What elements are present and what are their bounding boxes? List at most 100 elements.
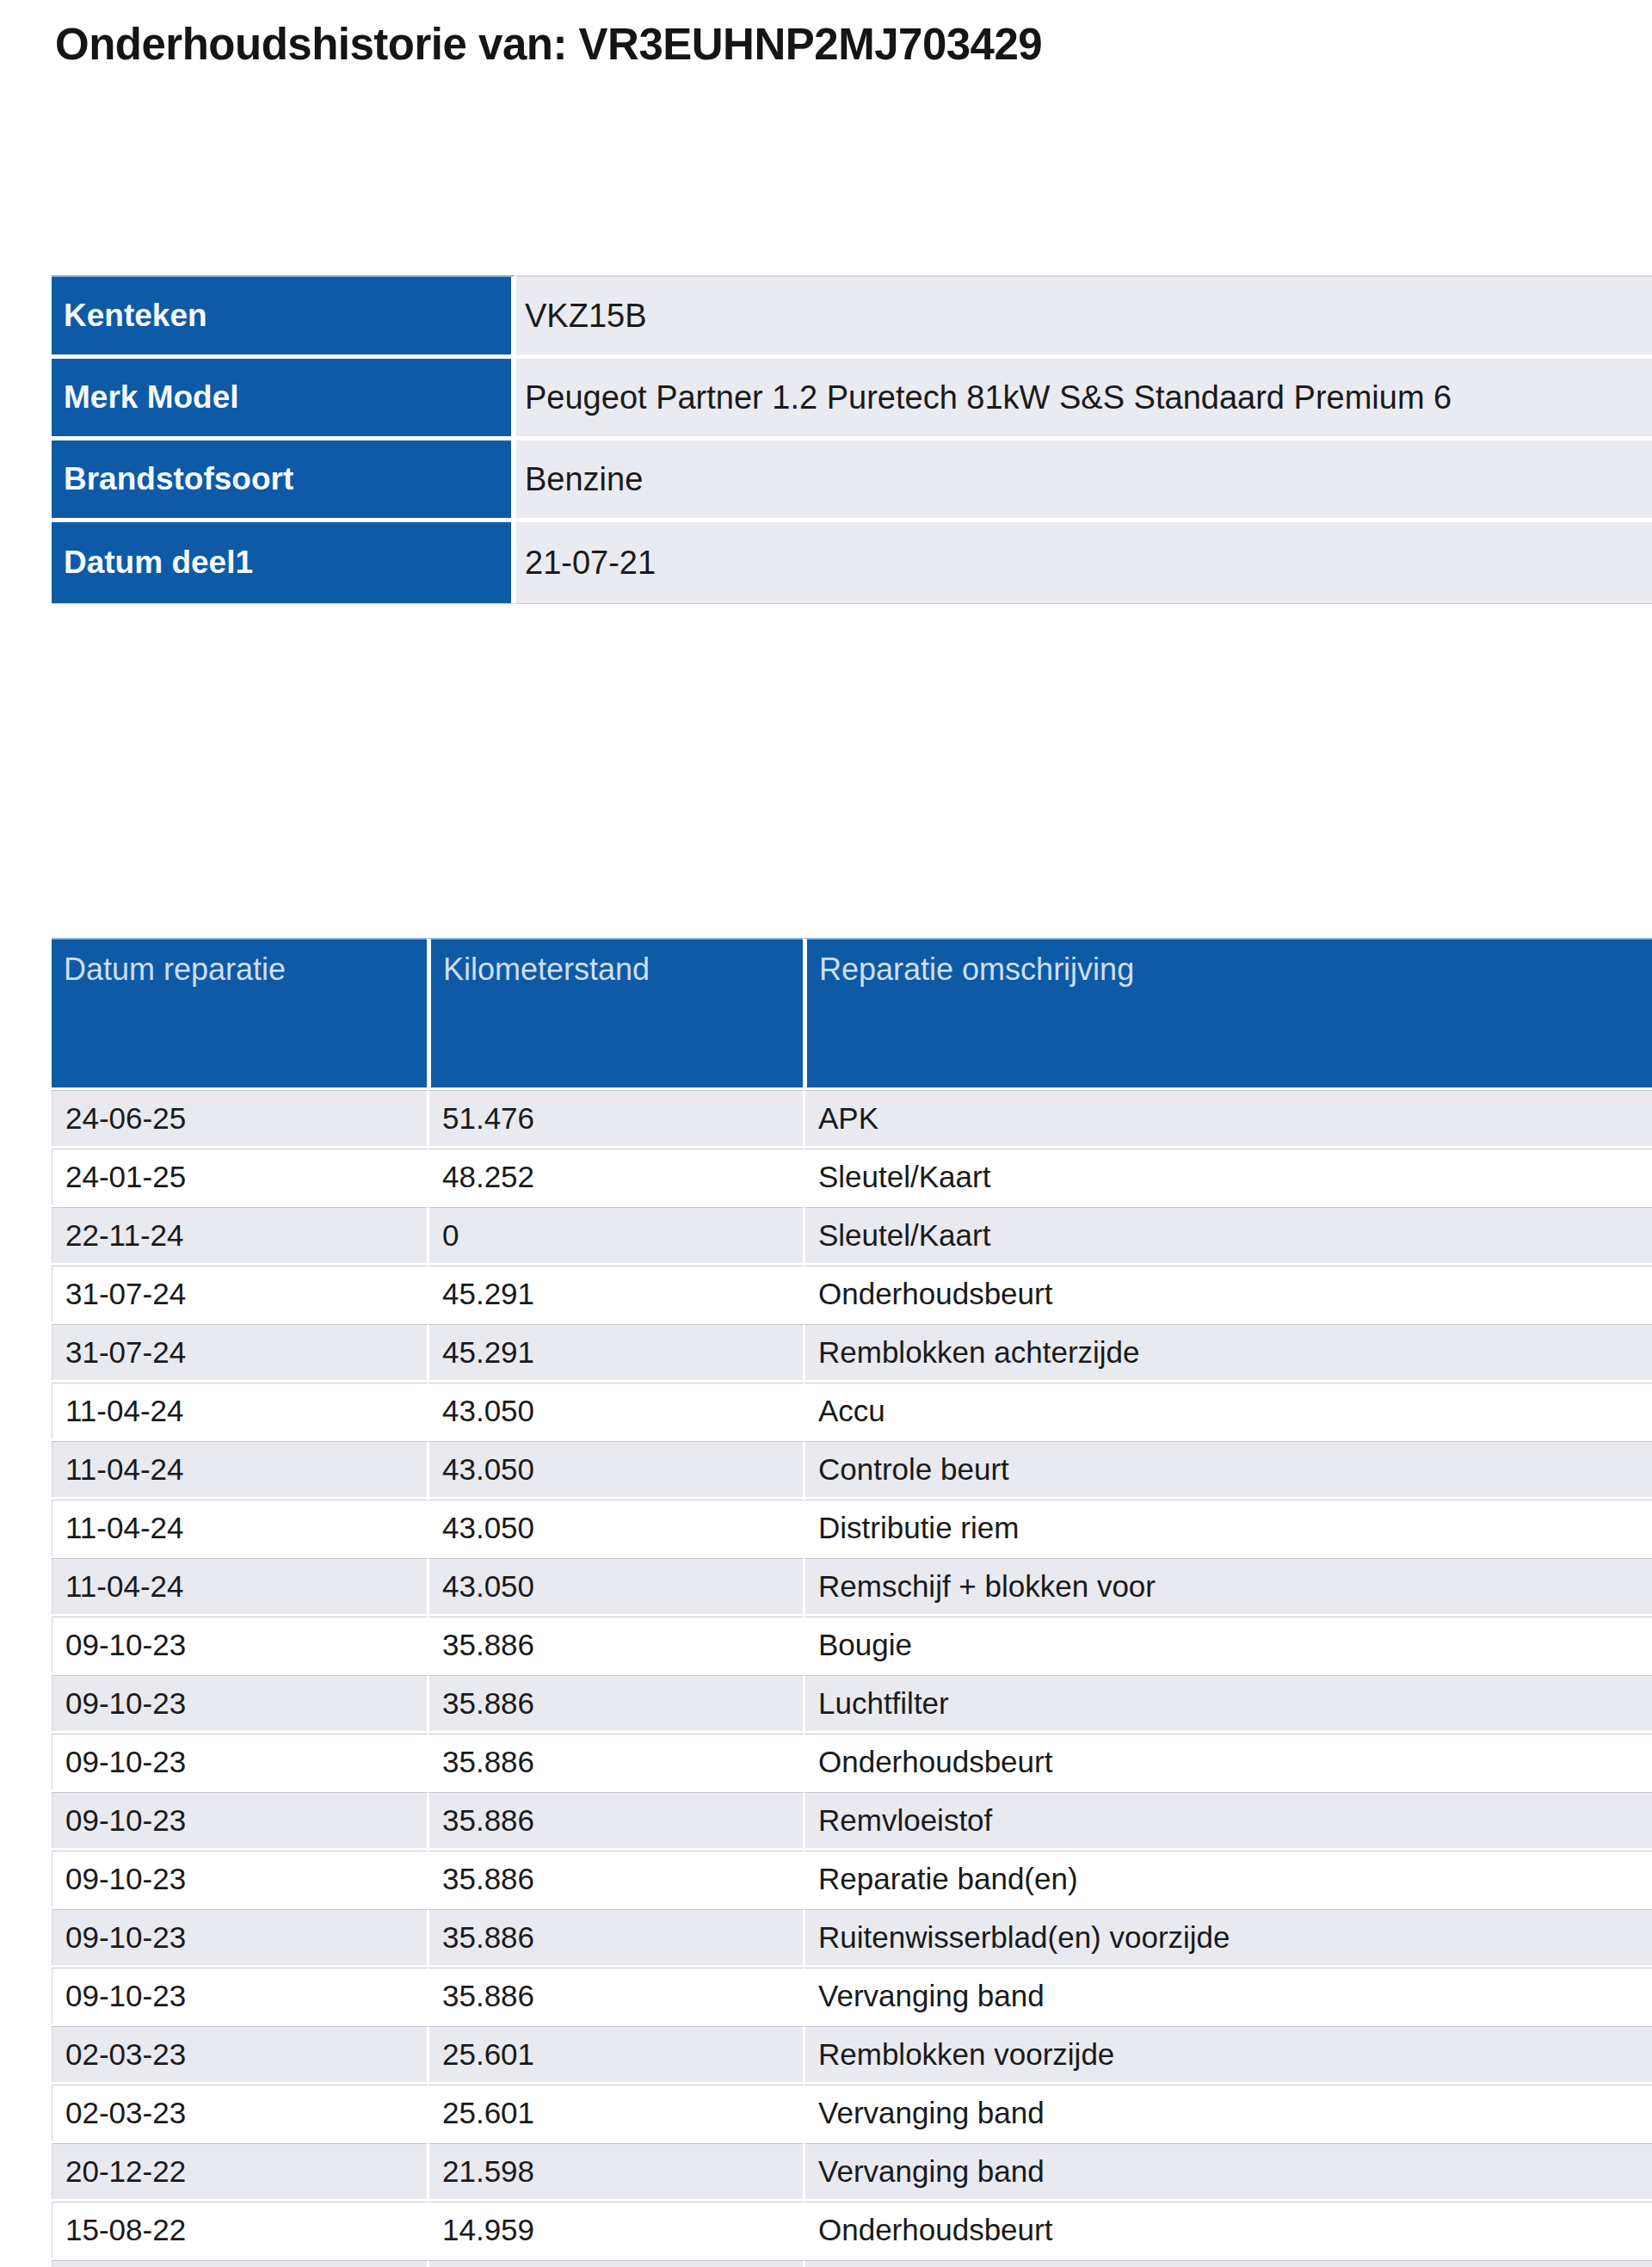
cell-km	[427, 2260, 803, 2267]
cell-km: 45.291	[427, 1324, 803, 1380]
page-title: Onderhoudshistorie van: VR3EUHNP2MJ70342…	[55, 19, 1042, 70]
cell-date: 22-11-24	[52, 1207, 427, 1263]
cell-km: 35.886	[427, 1617, 803, 1673]
cell-date: 09-10-23	[52, 1851, 427, 1907]
cell-km: 0	[427, 1207, 803, 1263]
cell-description: Vervanging band	[803, 2143, 1652, 2199]
cell-date: 09-10-23	[52, 1909, 427, 1965]
cell-km: 35.886	[427, 1909, 803, 1965]
cell-date: 20-12-22	[52, 2143, 427, 2199]
cell-description: Sleutel/Kaart	[803, 1149, 1652, 1204]
cell-description: Accu	[803, 1383, 1652, 1438]
cell-description: Onderhoudsbeurt	[803, 1734, 1652, 1790]
vehicle-info-body: Kenteken VKZ15B Merk Model Peugeot Partn…	[52, 275, 1652, 604]
cell-description: Remschijf + blokken voor	[803, 1558, 1652, 1614]
info-label: Kenteken	[52, 275, 516, 359]
table-row-partial	[52, 2260, 1652, 2267]
table-row: 02-03-23 25.601 Remblokken voorzijde	[52, 2026, 1652, 2082]
cell-km: 48.252	[427, 1149, 803, 1204]
cell-km: 51.476	[427, 1090, 803, 1146]
cell-km: 43.050	[427, 1383, 803, 1438]
cell-km: 35.886	[427, 1675, 803, 1731]
table-row: 11-04-24 43.050 Controle beurt	[52, 1441, 1652, 1497]
cell-km: 25.601	[427, 2085, 803, 2141]
cell-km: 25.601	[427, 2026, 803, 2082]
cell-description: Vervanging band	[803, 1968, 1652, 2024]
cell-description: Bougie	[803, 1617, 1652, 1673]
info-value: Peugeot Partner 1.2 Puretech 81kW S&S St…	[516, 359, 1652, 440]
cell-km: 45.291	[427, 1266, 803, 1321]
cell-date: 24-06-25	[52, 1090, 427, 1146]
cell-date: 09-10-23	[52, 1734, 427, 1790]
cell-km: 35.886	[427, 1851, 803, 1907]
vehicle-info-row: Merk Model Peugeot Partner 1.2 Puretech …	[52, 359, 1652, 440]
table-row: 11-04-24 43.050 Remschijf + blokken voor	[52, 1558, 1652, 1614]
column-header-datum-reparatie: Datum reparatie	[52, 938, 427, 1087]
cell-date: 31-07-24	[52, 1324, 427, 1380]
vehicle-info-row: Kenteken VKZ15B	[52, 275, 1652, 359]
cell-date: 31-07-24	[52, 1266, 427, 1321]
cell-description: Remblokken voorzijde	[803, 2026, 1652, 2082]
table-row: 31-07-24 45.291 Onderhoudsbeurt	[52, 1266, 1652, 1321]
table-row: 09-10-23 35.886 Onderhoudsbeurt	[52, 1734, 1652, 1790]
cell-description: Onderhoudsbeurt	[803, 2202, 1652, 2258]
info-value: VKZ15B	[516, 275, 1652, 359]
info-value: 21-07-21	[516, 522, 1652, 604]
cell-date: 11-04-24	[52, 1558, 427, 1614]
table-row: 24-01-25 48.252 Sleutel/Kaart	[52, 1149, 1652, 1204]
cell-description: APK	[803, 1090, 1652, 1146]
table-row: 09-10-23 35.886 Vervanging band	[52, 1968, 1652, 2024]
cell-description: Luchtfilter	[803, 1675, 1652, 1731]
vehicle-info-row: Brandstofsoort Benzine	[52, 440, 1652, 522]
cell-date: 24-01-25	[52, 1149, 427, 1204]
table-row: 24-06-25 51.476 APK	[52, 1090, 1652, 1146]
history-table: Datum reparatie Kilometerstand Reparatie…	[52, 935, 1652, 2267]
vehicle-info-table: Kenteken VKZ15B Merk Model Peugeot Partn…	[52, 275, 1652, 604]
table-row: 02-03-23 25.601 Vervanging band	[52, 2085, 1652, 2141]
cell-description: Remblokken achterzijde	[803, 1324, 1652, 1380]
table-row: 09-10-23 35.886 Reparatie band(en)	[52, 1851, 1652, 1907]
cell-description: Vervanging band	[803, 2085, 1652, 2141]
info-label: Merk Model	[52, 359, 516, 440]
table-row: 09-10-23 35.886 Ruitenwisserblad(en) voo…	[52, 1909, 1652, 1965]
cell-date: 11-04-24	[52, 1500, 427, 1555]
table-row: 11-04-24 43.050 Distributie riem	[52, 1500, 1652, 1555]
cell-date: 11-04-24	[52, 1383, 427, 1438]
cell-date: 02-03-23	[52, 2085, 427, 2141]
info-value: Benzine	[516, 440, 1652, 522]
history-header-row: Datum reparatie Kilometerstand Reparatie…	[52, 938, 1652, 1087]
cell-description: Onderhoudsbeurt	[803, 1266, 1652, 1321]
cell-date	[52, 2260, 427, 2267]
cell-date: 09-10-23	[52, 1617, 427, 1673]
table-row: 31-07-24 45.291 Remblokken achterzijde	[52, 1324, 1652, 1380]
table-row: 09-10-23 35.886 Luchtfilter	[52, 1675, 1652, 1731]
info-label: Brandstofsoort	[52, 440, 516, 522]
history-body: 24-06-25 51.476 APK 24-01-25 48.252 Sleu…	[52, 1090, 1652, 2267]
info-label: Datum deel1	[52, 522, 516, 604]
table-row: 09-10-23 35.886 Remvloeistof	[52, 1792, 1652, 1848]
cell-description: Remvloeistof	[803, 1792, 1652, 1848]
cell-description: Controle beurt	[803, 1441, 1652, 1497]
cell-description: Sleutel/Kaart	[803, 1207, 1652, 1263]
cell-date: 02-03-23	[52, 2026, 427, 2082]
cell-km: 43.050	[427, 1441, 803, 1497]
table-row: 22-11-24 0 Sleutel/Kaart	[52, 1207, 1652, 1263]
cell-date: 09-10-23	[52, 1792, 427, 1848]
cell-description: Distributie riem	[803, 1500, 1652, 1555]
table-row: 15-08-22 14.959 Onderhoudsbeurt	[52, 2202, 1652, 2258]
vehicle-info-row: Datum deel1 21-07-21	[52, 522, 1652, 604]
cell-date: 11-04-24	[52, 1441, 427, 1497]
table-row: 20-12-22 21.598 Vervanging band	[52, 2143, 1652, 2199]
cell-description: Reparatie band(en)	[803, 1851, 1652, 1907]
table-row: 09-10-23 35.886 Bougie	[52, 1617, 1652, 1673]
table-row: 11-04-24 43.050 Accu	[52, 1383, 1652, 1438]
column-header-kilometerstand: Kilometerstand	[427, 938, 803, 1087]
cell-km: 43.050	[427, 1500, 803, 1555]
cell-km: 21.598	[427, 2143, 803, 2199]
column-header-reparatie-omschrijving: Reparatie omschrijving	[803, 938, 1652, 1087]
cell-date: 15-08-22	[52, 2202, 427, 2258]
cell-km: 35.886	[427, 1968, 803, 2024]
cell-km: 35.886	[427, 1734, 803, 1790]
cell-km: 14.959	[427, 2202, 803, 2258]
cell-description	[803, 2260, 1652, 2267]
